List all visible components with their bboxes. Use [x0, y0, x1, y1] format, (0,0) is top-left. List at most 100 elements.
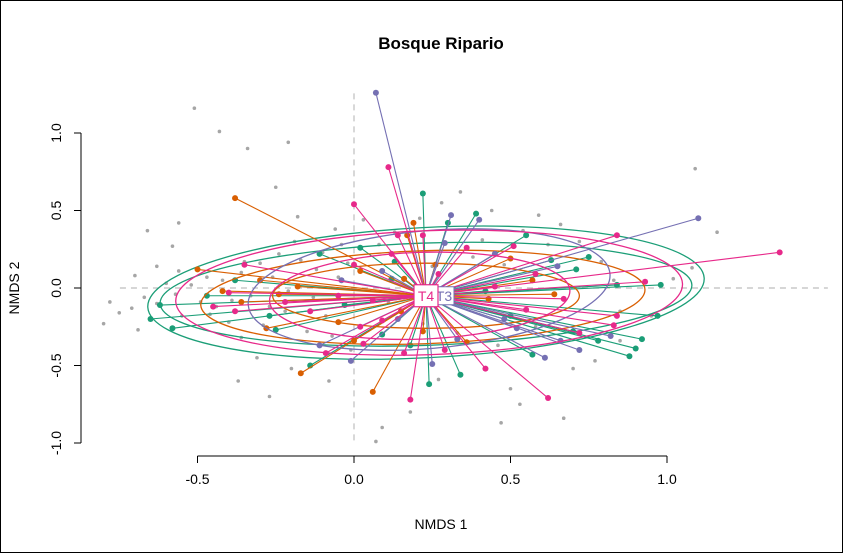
- data-point: [351, 337, 357, 344]
- data-point: [448, 212, 455, 219]
- data-point: [476, 216, 483, 223]
- spider-line: [425, 295, 486, 369]
- background-point: [327, 379, 331, 383]
- data-point: [613, 232, 620, 239]
- y-tick-label: -0.5: [48, 353, 64, 377]
- data-point: [385, 164, 392, 171]
- data-point: [169, 325, 176, 332]
- data-point: [545, 395, 552, 402]
- data-point: [560, 295, 567, 302]
- data-point: [357, 244, 364, 251]
- data-point: [232, 195, 239, 202]
- spider-line: [412, 222, 427, 296]
- background-point: [336, 275, 341, 279]
- background-point: [311, 295, 316, 300]
- spider-line: [297, 285, 427, 297]
- axes: -0.5 0.0 0.5 1.0 -1.0 -0.5 0.0 0.5 1.0: [48, 123, 677, 487]
- data-point: [369, 388, 376, 395]
- background-point: [361, 218, 366, 222]
- data-point: [394, 316, 401, 322]
- data-point: [638, 336, 645, 343]
- background-point: [133, 273, 137, 278]
- data-point: [473, 210, 480, 217]
- background-point: [577, 239, 582, 244]
- spider-line: [425, 281, 646, 297]
- background-point: [502, 262, 507, 267]
- y-axis-label: NMDS 2: [6, 261, 22, 314]
- data-point: [776, 249, 783, 256]
- y-tick-label: 0.0: [48, 278, 64, 298]
- background-point: [618, 338, 622, 343]
- background-points: [101, 106, 719, 444]
- background-point: [611, 278, 616, 283]
- background-point: [298, 258, 303, 262]
- data-point: [372, 89, 379, 96]
- data-point: [576, 329, 583, 336]
- background-point: [236, 379, 240, 383]
- background-point: [286, 140, 291, 145]
- background-point: [499, 421, 503, 425]
- background-point: [192, 106, 197, 110]
- group-3: [247, 89, 702, 367]
- background-point: [245, 146, 250, 151]
- background-point: [155, 264, 159, 269]
- data-point: [441, 347, 448, 353]
- data-point: [554, 263, 561, 270]
- background-point: [571, 366, 575, 371]
- background-point: [593, 359, 597, 363]
- spider-line: [310, 295, 427, 312]
- spider-line: [338, 295, 427, 323]
- background-point: [129, 306, 134, 310]
- centroid-box-t4: [413, 284, 439, 308]
- background-point: [239, 270, 244, 275]
- data-point: [491, 283, 498, 290]
- chart-title: Bosque Ripario: [378, 34, 504, 53]
- data-point: [585, 254, 592, 260]
- spider-line: [425, 219, 480, 297]
- background-point: [458, 190, 463, 194]
- data-point: [573, 266, 580, 273]
- data-point: [297, 370, 304, 377]
- data-point: [410, 219, 417, 226]
- data-point: [379, 267, 386, 274]
- background-point: [176, 221, 181, 225]
- background-point: [170, 244, 175, 248]
- data-point: [322, 350, 329, 357]
- data-point: [357, 323, 364, 330]
- data-point: [419, 190, 426, 197]
- data-point: [225, 289, 232, 296]
- background-point: [176, 269, 181, 273]
- background-point: [314, 267, 319, 272]
- dispersion-ellipse: [175, 229, 684, 356]
- data-point: [576, 347, 583, 353]
- data-point: [219, 288, 226, 295]
- data-point: [232, 308, 239, 315]
- background-point: [305, 329, 309, 334]
- data-point: [338, 277, 345, 284]
- spider-line: [375, 92, 427, 296]
- data-point: [595, 337, 602, 344]
- data-point: [241, 261, 248, 268]
- data-point: [613, 281, 620, 288]
- background-point: [439, 200, 444, 205]
- spider-line: [425, 295, 611, 337]
- data-point: [401, 350, 408, 357]
- x-tick-label: 0.5: [501, 471, 521, 487]
- background-point: [273, 185, 278, 190]
- x-tick-label: -0.5: [185, 471, 209, 487]
- data-point: [482, 365, 489, 372]
- data-point: [394, 232, 401, 239]
- spider-line: [213, 295, 427, 308]
- y-tick-label: -1.0: [48, 431, 64, 455]
- data-point: [351, 261, 357, 268]
- data-point: [272, 326, 279, 333]
- background-point: [496, 343, 500, 348]
- data-point: [642, 278, 649, 285]
- background-point: [101, 321, 106, 326]
- dispersion-ellipse: [271, 262, 581, 329]
- data-point: [626, 353, 633, 360]
- background-point: [518, 402, 522, 407]
- spider-line: [425, 284, 661, 297]
- background-point: [142, 295, 147, 300]
- data-point: [454, 336, 461, 343]
